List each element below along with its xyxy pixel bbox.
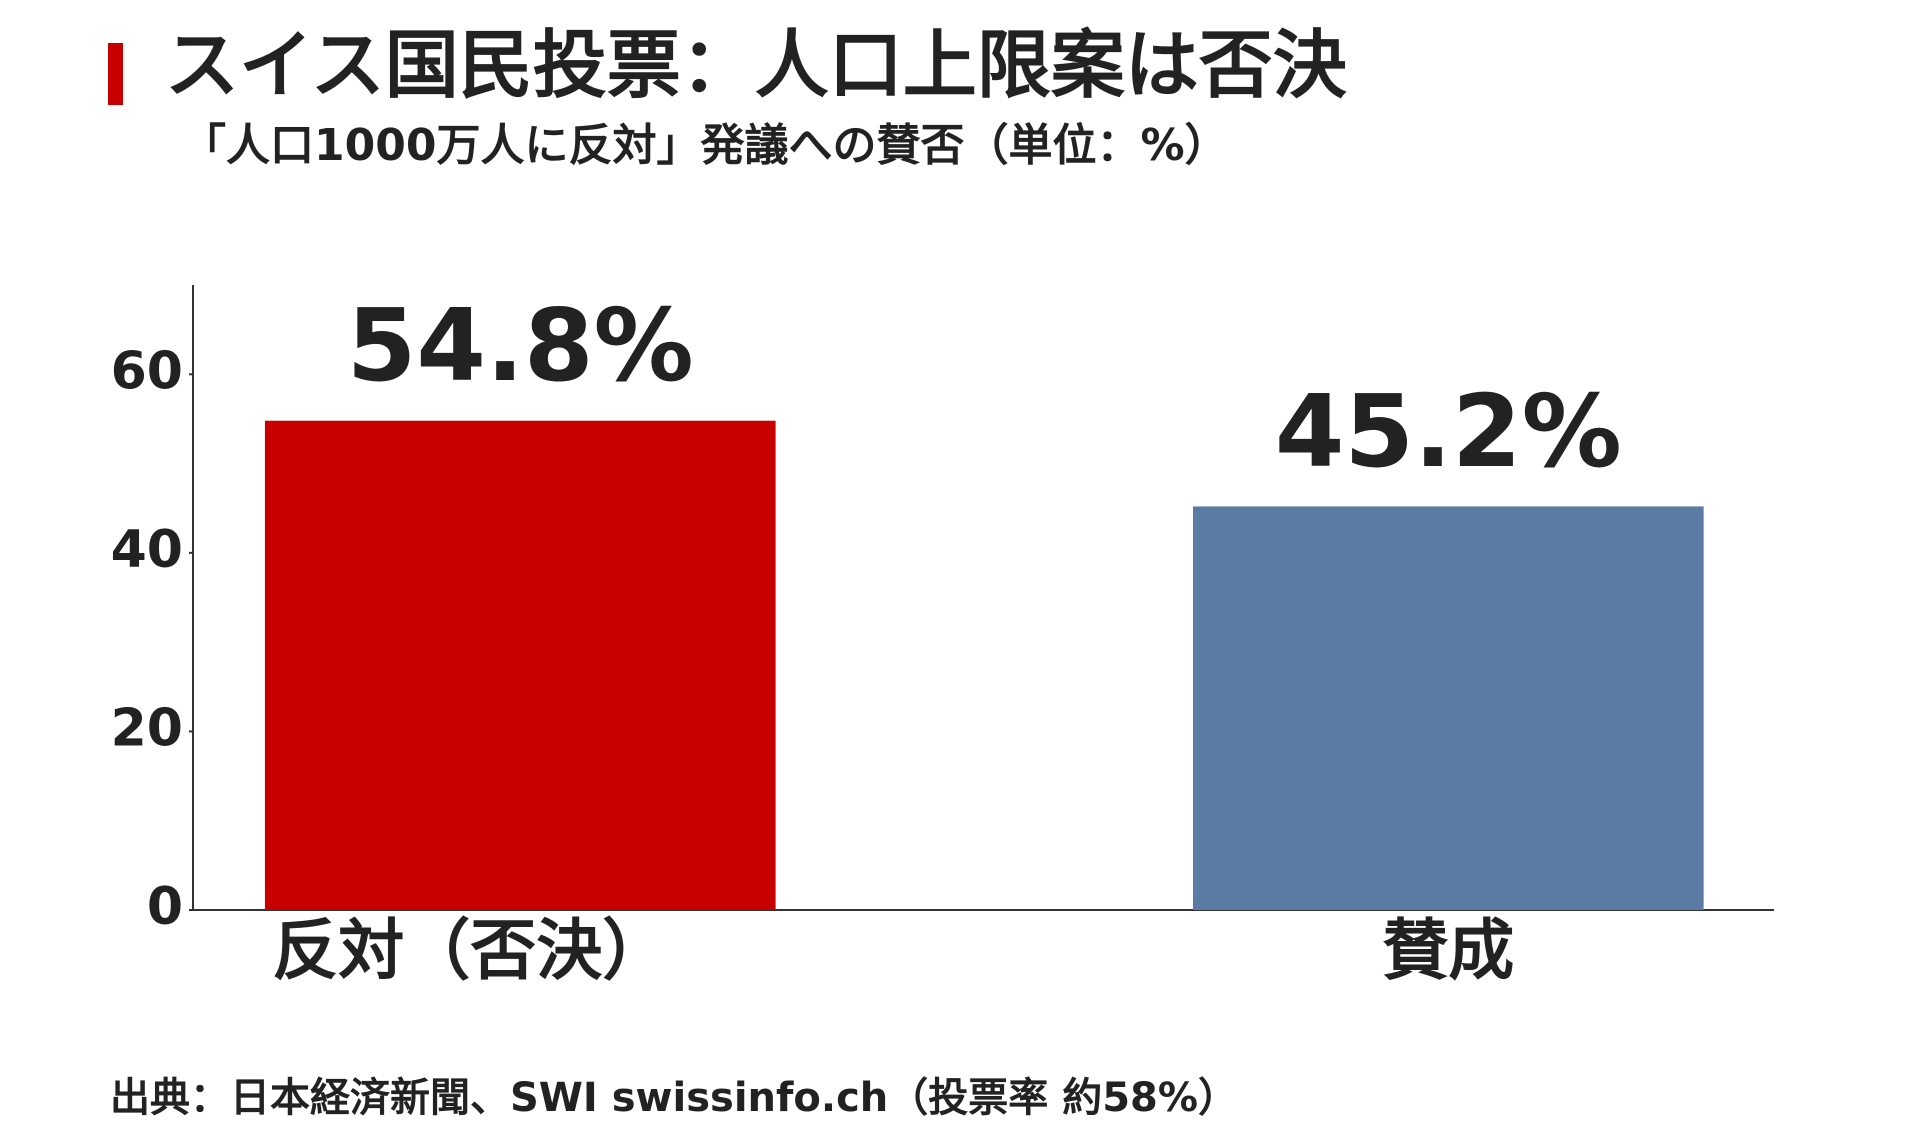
bar xyxy=(264,420,776,910)
y-tick-label: 20 xyxy=(111,698,183,758)
y-tick-label: 40 xyxy=(111,520,183,580)
value-label: 45.2% xyxy=(1275,373,1622,490)
chart-subtitle: 「人口1000万人に反対」発議への賛否（単位：%） xyxy=(182,120,1229,171)
y-tick-label: 60 xyxy=(111,341,183,401)
value-label: 54.8% xyxy=(347,287,694,404)
x-tick-label: 賛成 xyxy=(1382,912,1514,989)
y-tick-label: 0 xyxy=(147,877,183,937)
chart-title: スイス国民投票：人口上限案は否決 xyxy=(165,23,1347,109)
bar xyxy=(1192,506,1704,910)
title-marker xyxy=(108,43,123,105)
source-note: 出典：日本経済新聞、SWI swissinfo.ch（投票率 約58%） xyxy=(110,1075,1238,1121)
x-tick-label: 反対（否決） xyxy=(272,912,668,989)
